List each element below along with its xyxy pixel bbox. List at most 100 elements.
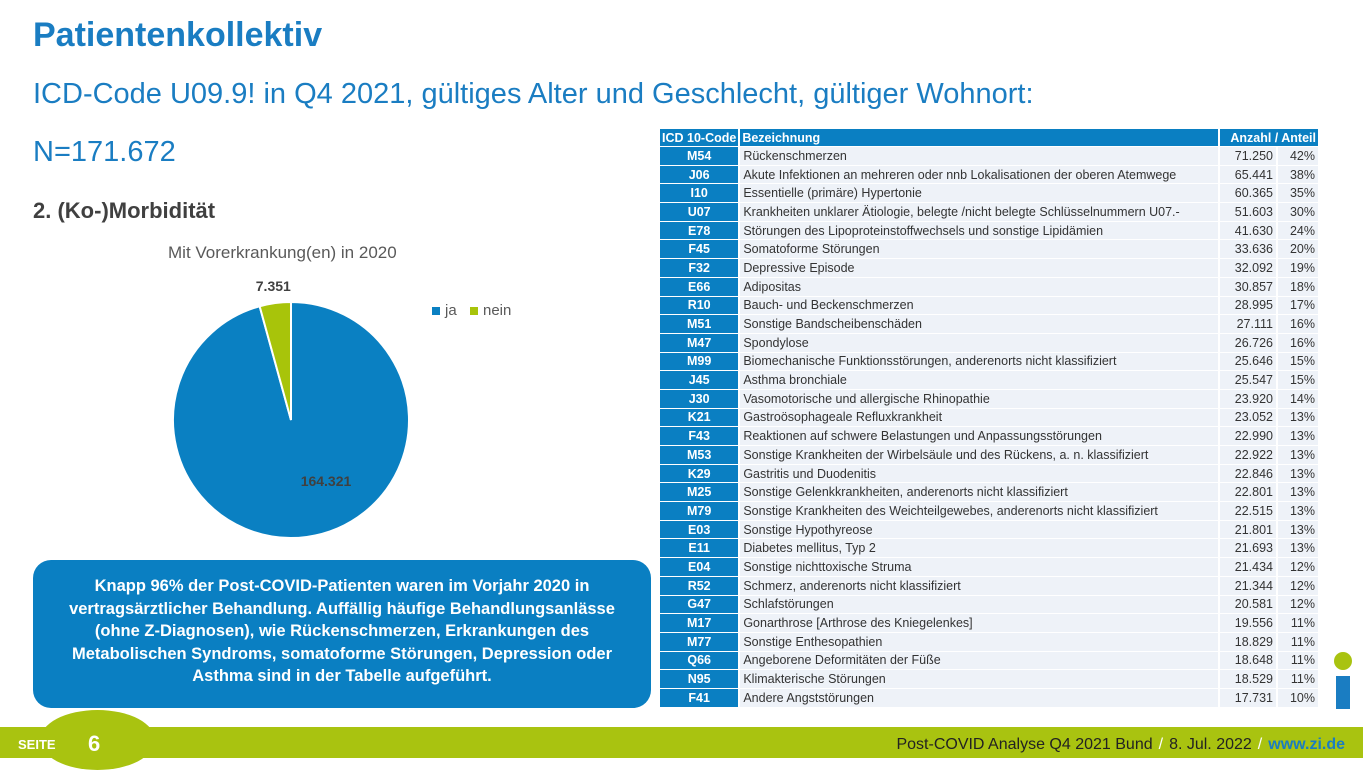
table-row: K21 Gastroösophageale Refluxkrankheit 23.0…: [660, 408, 1318, 427]
share: 11%: [1278, 614, 1318, 632]
icd-code: M17: [660, 614, 741, 632]
count: 22.922: [1220, 446, 1278, 464]
description: Sonstige Bandscheibenschäden: [740, 315, 1220, 333]
share: 11%: [1278, 651, 1318, 670]
table-row: Q66 Angeborene Deformitäten der Füße 18.64…: [660, 651, 1318, 670]
table-row: E66 Adipositas 30.857 18%: [660, 277, 1318, 296]
table-row: F43 Reaktionen auf schwere Belastungen un…: [660, 427, 1318, 445]
legend-swatch: [470, 306, 478, 315]
description: Gastritis und Duodenitis: [740, 464, 1220, 483]
table-row: R52 Schmerz, anderenorts nicht klassifizi…: [660, 576, 1318, 595]
icd-code: M54: [660, 147, 741, 165]
icd-code: E11: [660, 539, 741, 558]
share: 10%: [1278, 688, 1318, 707]
count: 41.630: [1220, 221, 1278, 240]
table-row: I10 Essentielle (primäre) Hypertonie 60.36…: [660, 184, 1318, 203]
icd-code: Q66: [660, 651, 741, 670]
icd-code: F43: [660, 427, 741, 445]
icd-code: M25: [660, 483, 741, 502]
count: 25.646: [1220, 352, 1278, 371]
icd-code: R10: [660, 296, 741, 315]
icd-code: J45: [660, 371, 741, 389]
data-label-ja: 164.321: [301, 473, 352, 489]
table-row: R10 Bauch- und Beckenschmerzen 28.995 17%: [660, 296, 1318, 315]
share: 18%: [1278, 277, 1318, 296]
count: 17.731: [1220, 688, 1278, 707]
description: Klimakterische Störungen: [740, 670, 1220, 688]
table-row: M77 Sonstige Enthesopathien 18.829 11%: [660, 632, 1318, 651]
description: Sonstige Krankheiten der Wirbelsäule und…: [740, 446, 1220, 464]
report-date: 8. Jul. 2022: [1169, 736, 1252, 753]
icd-code: E04: [660, 558, 741, 576]
share: 15%: [1278, 371, 1318, 389]
data-label-nein: 7.351: [256, 278, 291, 294]
count: 71.250: [1220, 147, 1278, 165]
icd-code: R52: [660, 576, 741, 595]
table-row: M17 Gonarthrose [Arthrose des Kniegelenke…: [660, 614, 1318, 632]
share: 15%: [1278, 352, 1318, 371]
description: Rückenschmerzen: [740, 147, 1220, 165]
description: Somatoforme Störungen: [740, 240, 1220, 259]
table-row: M25 Sonstige Gelenkkrankheiten, anderenor…: [660, 483, 1318, 502]
share: 11%: [1278, 632, 1318, 651]
zi-logo-icon: [1334, 652, 1352, 709]
count: 18.529: [1220, 670, 1278, 688]
count: 65.441: [1220, 165, 1278, 184]
count: 23.052: [1220, 408, 1278, 427]
table-row: J30 Vasomotorische und allergische Rhinop…: [660, 389, 1318, 408]
table-row: U07 Krankheiten unklarer Ätiologie, beleg…: [660, 203, 1318, 221]
description: Reaktionen auf schwere Belastungen und A…: [740, 427, 1220, 445]
share: 13%: [1278, 464, 1318, 483]
count: 32.092: [1220, 259, 1278, 277]
share: 13%: [1278, 427, 1318, 445]
share: 12%: [1278, 576, 1318, 595]
table-row: J06 Akute Infektionen an mehreren oder nn…: [660, 165, 1318, 184]
description: Gastroösophageale Refluxkrankheit: [740, 408, 1220, 427]
description: Akute Infektionen an mehreren oder nnb L…: [740, 165, 1220, 184]
description: Störungen des Lipoproteinstoffwechsels u…: [740, 221, 1220, 240]
callout-box: Knapp 96% der Post-COVID-Patienten waren…: [33, 560, 651, 708]
table-row: E04 Sonstige nichttoxische Struma 21.434 12…: [660, 558, 1318, 576]
description: Sonstige Gelenkkrankheiten, anderenorts …: [740, 483, 1220, 502]
icd-code: F32: [660, 259, 741, 277]
footer-info: Post-COVID Analyse Q4 2021 Bund / 8. Jul. …: [896, 736, 1345, 754]
icd-code: K29: [660, 464, 741, 483]
count: 23.920: [1220, 389, 1278, 408]
description: Andere Angststörungen: [740, 688, 1220, 707]
description: Spondylose: [740, 333, 1220, 352]
icd-code: F45: [660, 240, 741, 259]
count: 22.515: [1220, 502, 1278, 520]
website-link[interactable]: www.zi.de: [1268, 736, 1345, 753]
icd-code: F41: [660, 688, 741, 707]
share: 30%: [1278, 203, 1318, 221]
icd-code: J30: [660, 389, 741, 408]
count: 21.801: [1220, 520, 1278, 539]
count: 60.365: [1220, 184, 1278, 203]
description: Sonstige Hypothyreose: [740, 520, 1220, 539]
table-row: E03 Sonstige Hypothyreose 21.801 13%: [660, 520, 1318, 539]
count: 19.556: [1220, 614, 1278, 632]
header-name: Bezeichnung: [740, 129, 1220, 146]
share: 13%: [1278, 483, 1318, 502]
share: 24%: [1278, 221, 1318, 240]
count: 18.648: [1220, 651, 1278, 670]
description: Gonarthrose [Arthrose des Kniegelenkes]: [740, 614, 1220, 632]
share: 12%: [1278, 595, 1318, 614]
separator: /: [1257, 736, 1263, 753]
description: Depressive Episode: [740, 259, 1220, 277]
share: 42%: [1278, 147, 1318, 165]
icd-code: M99: [660, 352, 741, 371]
count: 25.547: [1220, 371, 1278, 389]
legend-item-ja: ja: [432, 302, 457, 319]
icd-code: K21: [660, 408, 741, 427]
count: 21.344: [1220, 576, 1278, 595]
table-row: M47 Spondylose 26.726 16%: [660, 333, 1318, 352]
description: Vasomotorische und allergische Rhinopath…: [740, 389, 1220, 408]
icd-code: U07: [660, 203, 741, 221]
icd-code: E03: [660, 520, 741, 539]
share: 13%: [1278, 539, 1318, 558]
table-row: F41 Andere Angststörungen 17.731 10%: [660, 688, 1318, 707]
description: Schlafstörungen: [740, 595, 1220, 614]
report-name: Post-COVID Analyse Q4 2021 Bund: [896, 736, 1153, 753]
header-code: ICD 10-Code: [660, 129, 741, 146]
